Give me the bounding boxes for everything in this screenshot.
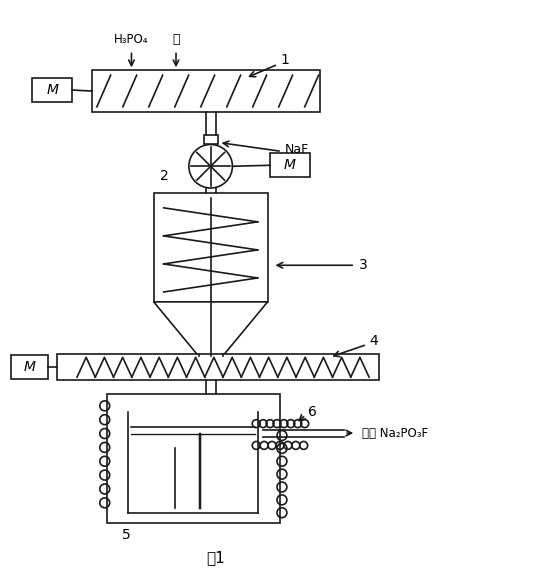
Text: 产品 Na₂PO₃F: 产品 Na₂PO₃F	[362, 426, 428, 440]
Text: 图1: 图1	[206, 550, 225, 565]
Bar	[270, 153, 310, 177]
Bar	[92, 70, 320, 112]
Text: M: M	[46, 83, 58, 97]
Bar	[57, 354, 379, 380]
Bar	[154, 193, 268, 302]
Text: 3: 3	[359, 259, 368, 272]
Text: H₃PO₄: H₃PO₄	[114, 34, 148, 46]
Text: 5: 5	[122, 528, 131, 541]
Text: 4: 4	[369, 335, 378, 349]
Text: M: M	[284, 158, 296, 173]
Text: M: M	[24, 360, 36, 374]
Bar	[107, 394, 280, 523]
Text: 2: 2	[160, 169, 168, 183]
Bar	[32, 78, 72, 102]
Text: NaF: NaF	[285, 143, 309, 156]
Polygon shape	[154, 302, 268, 356]
Text: 筱: 筱	[172, 34, 180, 46]
Text: 6: 6	[308, 405, 317, 419]
Bar	[10, 356, 48, 379]
Bar	[204, 135, 218, 145]
Text: 1: 1	[280, 53, 289, 67]
